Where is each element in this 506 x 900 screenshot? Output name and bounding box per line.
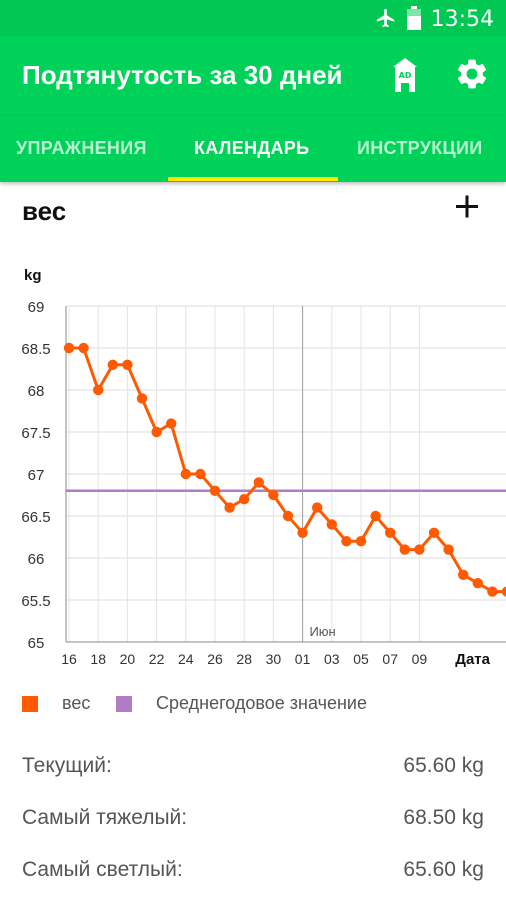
battery-icon xyxy=(407,6,421,30)
stat-lightest-value: 65.60 kg xyxy=(403,858,484,881)
tab-exercises[interactable]: УПРАЖНЕНИЯ xyxy=(16,138,147,158)
weight-point xyxy=(268,489,279,501)
weight-point xyxy=(195,468,206,480)
clock: 13:54 xyxy=(430,7,494,32)
chart-legend: вес Среднегодовое значение xyxy=(0,692,506,716)
weight-point xyxy=(63,342,75,354)
status-bar: 13:54 xyxy=(0,0,506,36)
legend-label-weight: вес xyxy=(62,693,91,713)
svg-text:AD: AD xyxy=(399,71,412,80)
x-tick-label: 01 xyxy=(295,651,311,667)
weight-point xyxy=(385,527,396,538)
weight-point xyxy=(107,359,119,370)
weight-point xyxy=(180,468,191,480)
weight-point xyxy=(136,393,148,404)
y-tick-label: 69 xyxy=(28,299,45,316)
tab-instructions[interactable]: ИНСТРУКЦИИ xyxy=(357,138,483,158)
legend-swatch-average xyxy=(116,696,132,712)
weight-point xyxy=(414,544,425,555)
stat-heaviest-value: 68.50 kg xyxy=(403,806,484,829)
y-tick-label: 65.5 xyxy=(21,593,50,610)
weight-point xyxy=(282,510,294,522)
weight-point xyxy=(166,418,177,429)
airplane-mode-icon xyxy=(376,8,395,28)
stat-lightest-label: Самый светлый: xyxy=(22,858,183,881)
legend-swatch-weight xyxy=(22,696,38,712)
weight-point xyxy=(487,586,498,597)
tab-indicator xyxy=(168,177,338,181)
y-tick-label: 67.5 xyxy=(21,425,50,442)
ad-tower-icon[interactable]: AD xyxy=(388,56,422,94)
y-tick-label: 65 xyxy=(28,635,45,652)
weight-chart: 69 68.5 68 67.5 67 66.5 66 65.5 65 16 18 20 22 24 26 28… xyxy=(21,267,506,668)
weight-point xyxy=(253,477,264,488)
stat-current-label: Текущий: xyxy=(22,754,112,777)
weight-point xyxy=(239,494,250,505)
stat-heaviest: Самый тяжелый: 68.50 kg xyxy=(22,806,484,836)
y-tick-label: 66.5 xyxy=(21,509,50,526)
gear-icon[interactable] xyxy=(454,56,490,92)
weight-point xyxy=(501,586,506,597)
x-tick-label: 22 xyxy=(149,651,165,667)
weight-point xyxy=(312,502,323,513)
x-tick-label: 26 xyxy=(207,651,223,667)
x-tick-label: 24 xyxy=(178,651,194,667)
y-tick-label: 67 xyxy=(28,467,45,484)
weight-point xyxy=(297,527,308,538)
weight-point xyxy=(443,544,454,555)
month-label: Июн xyxy=(309,624,335,639)
stat-heaviest-label: Самый тяжелый: xyxy=(22,806,188,829)
weight-line xyxy=(69,346,506,594)
weight-point xyxy=(370,510,381,522)
x-tick-label: 03 xyxy=(324,651,340,667)
weight-point xyxy=(151,426,162,438)
x-axis-title: Дата xyxy=(455,651,490,668)
y-tick-label: 68.5 xyxy=(21,341,50,358)
stat-current-value: 65.60 kg xyxy=(403,754,484,777)
app-bar: Подтянутость за 30 дней AD xyxy=(0,36,506,116)
weight-point xyxy=(326,519,337,530)
x-tick-label: 20 xyxy=(120,651,136,667)
y-tick-label: 68 xyxy=(28,383,45,400)
weight-point xyxy=(355,536,367,547)
x-tick-label: 05 xyxy=(353,651,369,667)
legend-label-average: Среднегодовое значение xyxy=(156,693,367,713)
weight-point xyxy=(224,502,235,513)
plus-icon[interactable] xyxy=(452,190,482,224)
x-tick-label: 09 xyxy=(412,651,428,667)
tab-calendar[interactable]: КАЛЕНДАРЬ xyxy=(194,138,310,158)
weight-point xyxy=(472,578,483,589)
tab-bar: УПРАЖНЕНИЯ КАЛЕНДАРЬ ИНСТРУКЦИИ xyxy=(0,116,506,182)
weight-point xyxy=(341,536,352,547)
x-tick-label: 07 xyxy=(382,651,398,667)
weight-point xyxy=(399,544,410,555)
y-tick-label: 66 xyxy=(28,551,45,568)
weight-point xyxy=(209,485,221,496)
x-tick-label: 16 xyxy=(61,651,77,667)
weight-point xyxy=(122,359,133,370)
weight-point xyxy=(458,569,469,580)
weight-point xyxy=(428,527,440,538)
y-axis-title: kg xyxy=(24,267,42,284)
weight-point xyxy=(93,384,104,396)
stat-current: Текущий: 65.60 kg xyxy=(22,754,484,784)
weight-point xyxy=(78,342,89,354)
app-title: Подтянутость за 30 дней xyxy=(22,60,343,90)
stat-lightest: Самый светлый: 65.60 kg xyxy=(22,858,484,888)
x-tick-label: 28 xyxy=(236,651,252,667)
x-tick-label: 30 xyxy=(266,651,282,667)
section-title: вес xyxy=(22,196,67,226)
x-tick-label: 18 xyxy=(90,651,106,667)
